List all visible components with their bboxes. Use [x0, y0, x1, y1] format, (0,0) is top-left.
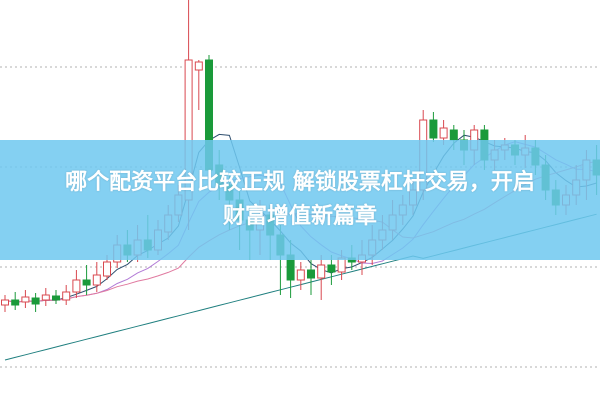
candle-down — [429, 119, 438, 139]
candle-up — [337, 257, 346, 273]
banner-title-line1: 哪个配资平台比较正规 解锁股票杠杆交易，开启 — [65, 170, 535, 195]
candle-down — [11, 299, 20, 306]
candle-up — [62, 291, 71, 301]
candle-up — [317, 264, 326, 279]
title-banner: 哪个配资平台比较正规 解锁股票杠杆交易，开启 财富增值新篇章 — [0, 140, 600, 260]
candle-down — [52, 295, 60, 301]
candle-down — [307, 269, 315, 279]
banner-title-line2: 财富增值新篇章 — [222, 204, 377, 229]
candle-up — [194, 61, 203, 71]
candle-down — [449, 129, 458, 141]
candle-up — [21, 296, 30, 303]
candle-up — [439, 127, 448, 139]
candle-down — [82, 279, 91, 286]
candle-up — [72, 279, 81, 293]
candle-up — [92, 274, 101, 286]
candle-up — [103, 261, 111, 277]
candle-down — [31, 297, 40, 305]
candle-down — [327, 264, 336, 273]
candle-up — [296, 269, 305, 281]
candle-up — [41, 294, 50, 301]
candle-up — [1, 299, 9, 306]
